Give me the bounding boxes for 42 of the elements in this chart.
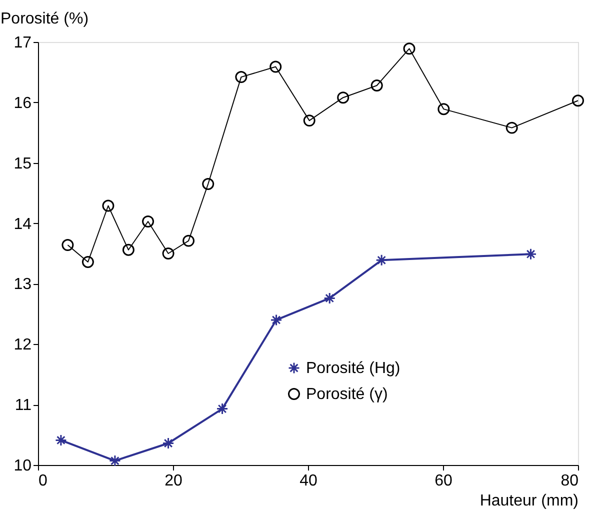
point [270,60,282,73]
point [403,42,416,55]
y-tick-label: 10 [14,458,32,474]
point [376,254,388,266]
point [54,434,67,446]
point [370,80,383,92]
point [524,248,537,260]
y-tick-label: 12 [14,336,32,354]
point [303,114,316,127]
point [102,200,114,212]
point [235,71,248,84]
y-tick-label: 15 [14,155,32,172]
y-tick-label: 16 [14,94,32,112]
x-tick-label: 0 [38,472,48,490]
point [506,122,518,134]
point [62,239,74,252]
point [270,314,282,326]
point [324,292,336,304]
point [202,178,214,190]
point [122,244,134,256]
legend-label: Porosité (Hg) [306,360,400,377]
point [572,94,584,107]
y-tick-label: 14 [14,216,32,233]
point [108,454,121,467]
point [438,103,450,116]
point [182,234,195,247]
x-tick-label: 80 [560,472,579,490]
point [216,402,228,415]
y-tick-label: 17 [14,34,32,52]
x-tick-label: 20 [164,472,182,490]
y-tick-label: 13 [14,276,32,294]
x-axis-title: Hauteur (mm) [480,492,578,510]
point [82,256,94,268]
point [162,437,174,450]
x-tick-label: 60 [434,472,452,490]
x-tick-label: 40 [300,472,318,490]
legend-label: Porosité (γ) [306,386,388,403]
point [162,248,174,260]
y-axis-title: Porosité (%) [0,10,89,28]
y-tick-label: 11 [14,397,32,414]
point [142,215,154,228]
point [337,92,350,104]
